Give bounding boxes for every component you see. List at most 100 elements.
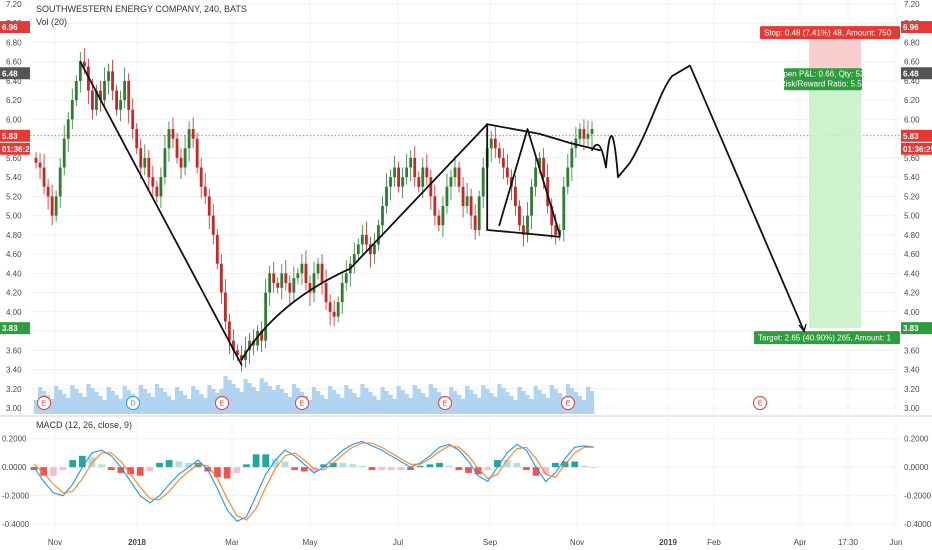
macd-histogram-bar	[465, 467, 472, 473]
trend-drawings[interactable]	[79, 60, 807, 366]
price-tick-left: 6.00	[6, 115, 22, 124]
volume-bar	[307, 400, 313, 414]
candle-body	[34, 157, 38, 163]
uptrend-curve[interactable]	[240, 123, 489, 361]
volume-bar	[392, 399, 397, 414]
earnings-marker[interactable]	[438, 396, 452, 410]
candle-body	[280, 273, 284, 288]
volume-bar	[412, 385, 417, 414]
candle-body	[497, 148, 501, 158]
candle-body	[99, 90, 102, 101]
volume-bar	[199, 394, 204, 414]
candles-series	[34, 48, 594, 372]
candle-body	[344, 273, 348, 283]
macd-histogram-bar	[291, 467, 299, 471]
candle-body	[54, 196, 58, 216]
price-tick-right: 5.00	[904, 212, 920, 221]
macd-histogram-bar	[445, 465, 453, 468]
candle-body	[570, 148, 574, 168]
price-tick-right: 5.20	[904, 192, 920, 201]
macd-histogram-bar	[243, 464, 250, 468]
candle-body	[143, 157, 147, 168]
macd-histogram-bar	[494, 460, 501, 468]
macd-histogram-bar	[542, 467, 550, 475]
volume-bar	[340, 398, 345, 414]
chart-title: SOUTHWESTERN ENERGY COMPANY, 240, BATS	[36, 4, 247, 14]
macd-histogram-bar	[252, 454, 260, 468]
marker-label: E	[220, 401, 225, 408]
volume-bar	[517, 387, 522, 414]
time-tick-label: Jun	[890, 538, 903, 547]
stop-badge-left-box	[0, 21, 30, 34]
candle-body	[586, 133, 590, 139]
projection-path[interactable]	[591, 64, 805, 332]
earnings-marker[interactable]	[295, 396, 309, 410]
volume-bar	[259, 378, 264, 414]
time-tick-label: Apr	[794, 538, 807, 547]
candle-body	[236, 350, 239, 356]
earnings-marker[interactable]	[37, 396, 51, 410]
candle-body	[445, 186, 449, 206]
grid-lines	[30, 0, 900, 532]
stop-label: Stop: 0.48 (7.41%) 48, Amount: 750	[764, 29, 892, 38]
volume-bar	[207, 385, 212, 414]
candle-body	[163, 148, 167, 178]
volume-bar	[364, 388, 369, 414]
candle-body	[373, 244, 376, 255]
volume-bar	[247, 383, 252, 414]
candle-body	[288, 282, 292, 293]
dividend-marker[interactable]	[126, 396, 140, 410]
volume-bar	[537, 390, 542, 414]
candle-body	[211, 215, 215, 235]
volume-bar	[271, 390, 276, 414]
countdown-badge-right: 01:36:29	[903, 145, 932, 154]
triangle-top[interactable]	[486, 123, 601, 152]
macd-histogram-bar	[455, 467, 463, 471]
macd-tick-left: -0.2000	[2, 492, 30, 501]
volume-bar	[211, 389, 216, 414]
candle-body	[578, 129, 582, 139]
volume-bar	[501, 388, 506, 414]
macd-pane[interactable]	[30, 417, 900, 532]
candle-body	[175, 138, 179, 158]
inner-swing[interactable]	[498, 128, 561, 236]
downtrend-line[interactable]	[79, 60, 243, 366]
volume-bar	[118, 399, 123, 414]
entry-badge-right-box	[901, 67, 932, 80]
price-tick-right: 6.40	[904, 77, 920, 86]
earnings-marker[interactable]	[215, 396, 229, 410]
target-badge-right: 3.83	[903, 324, 919, 333]
candle-body	[159, 177, 163, 197]
candle-body	[215, 234, 219, 264]
volume-bar	[396, 386, 401, 414]
macd-tick-right: 0.0000	[904, 463, 929, 472]
candle-body	[199, 167, 203, 187]
volume-bar	[110, 391, 115, 414]
target-label-box	[754, 331, 900, 345]
target-zone[interactable]	[809, 73, 861, 329]
time-axis[interactable]: Nov 2018 Mar May Jul Sep Nov 2019 Feb Apr 17:30 Jun	[48, 538, 903, 547]
earnings-marker[interactable]	[753, 396, 767, 410]
earnings-marker[interactable]	[561, 396, 575, 410]
price-tick-right: 5.40	[904, 173, 920, 182]
volume-bar	[521, 391, 526, 414]
candle-body	[340, 282, 344, 303]
triangle-base[interactable]	[486, 123, 561, 238]
macd-histogram-bar	[426, 464, 434, 468]
volume-bar	[311, 387, 317, 414]
volume-bar	[424, 397, 430, 414]
volume-bar	[533, 386, 538, 414]
price-pane[interactable]	[30, 0, 900, 415]
volume-bar	[452, 391, 458, 414]
candle-body	[312, 273, 316, 293]
position-tool[interactable]: Stop: 0.48 (7.41%) 48, Amount: 750 Open P…	[754, 26, 900, 345]
entry-badge-left: 6.48	[2, 69, 18, 78]
volume-bar	[332, 390, 337, 414]
candle-body	[381, 206, 384, 226]
candle-body	[538, 157, 542, 168]
candle-body	[393, 167, 396, 178]
macd-histogram-bar	[552, 462, 559, 468]
target-badge-left-box	[0, 322, 30, 335]
